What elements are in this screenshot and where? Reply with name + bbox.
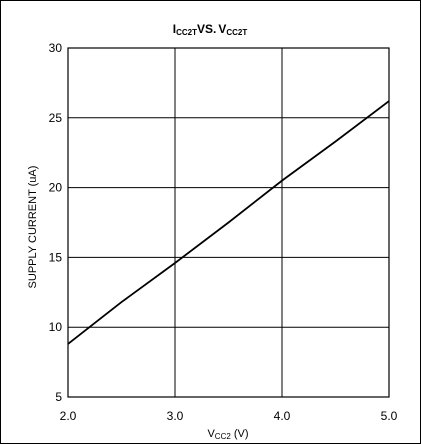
y-tick-label: 25 [49, 111, 63, 125]
x-tick-label: 3.0 [167, 409, 184, 423]
x-tick-label: 2.0 [60, 409, 77, 423]
series-layer [67, 100, 390, 345]
title-right-sub: CC2T [226, 28, 247, 37]
y-tick-label: 30 [49, 41, 63, 55]
x-label-sub: CC2 [215, 432, 232, 441]
y-tick-label: 15 [49, 250, 63, 264]
y-tick-label: 20 [49, 181, 63, 195]
x-label-unit: (V) [231, 428, 249, 440]
title-main-sub: CC2T [176, 28, 197, 37]
title-main: I [173, 22, 176, 36]
chart-title: ICC2TVS. VCC2T [173, 22, 248, 37]
x-tick-label: 5.0 [381, 409, 398, 423]
x-axis-label: VCC2 (V) [207, 428, 248, 441]
title-right: V [218, 22, 226, 36]
x-tick-label: 4.0 [274, 409, 291, 423]
x-label-main: V [207, 428, 215, 440]
y-axis-label: SUPPLY CURRENT (uA) [27, 166, 39, 289]
y-tick-label: 5 [55, 390, 62, 404]
series-line [67, 100, 390, 345]
tick-labels: 2.0 3.0 4.0 5.0 5 10 15 20 25 30 [49, 41, 398, 423]
y-tick-label: 10 [49, 320, 63, 334]
plot-area [67, 47, 390, 398]
title-vs: VS. [197, 22, 216, 36]
